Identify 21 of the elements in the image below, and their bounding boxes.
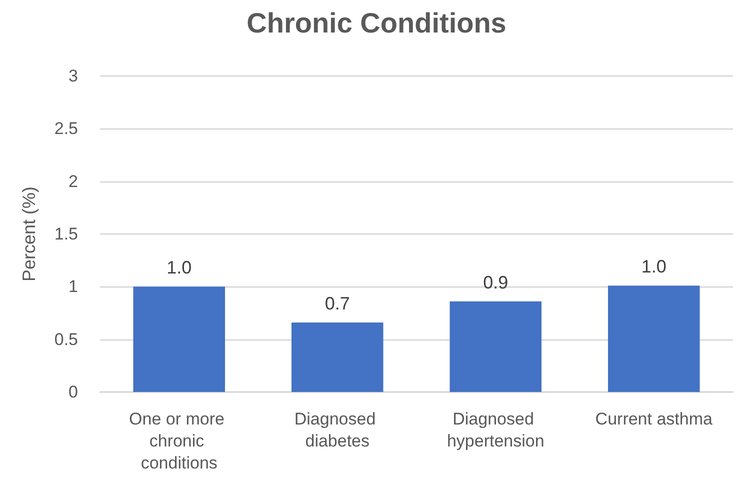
x-tick-label: One or more chronic conditions: [129, 410, 230, 472]
y-tick-label: 2.5: [54, 119, 78, 138]
bar: [450, 301, 542, 392]
data-label: 0.9: [483, 272, 508, 292]
data-label: 0.7: [324, 293, 350, 314]
y-tick-label: 1: [68, 277, 78, 296]
y-axis-title: Percent (%): [19, 186, 39, 282]
x-tick-label: Current asthma: [595, 410, 713, 428]
y-tick-label: 1.5: [54, 224, 78, 244]
bar: [133, 286, 226, 392]
x-tick-label: Diagnosed hypertension: [446, 410, 544, 450]
chart-title: Chronic Conditions: [246, 8, 506, 38]
y-tick-label: 0: [68, 382, 78, 402]
bar: [291, 322, 384, 392]
data-label: 1.0: [641, 256, 666, 277]
bar: [608, 286, 700, 392]
x-tick-label: Diagnosed diabetes: [294, 410, 380, 450]
data-label: 1.0: [166, 258, 192, 278]
y-tick-label: 2: [68, 172, 78, 191]
y-tick-label: 0.5: [54, 330, 78, 349]
y-tick-label: 3: [68, 66, 78, 86]
